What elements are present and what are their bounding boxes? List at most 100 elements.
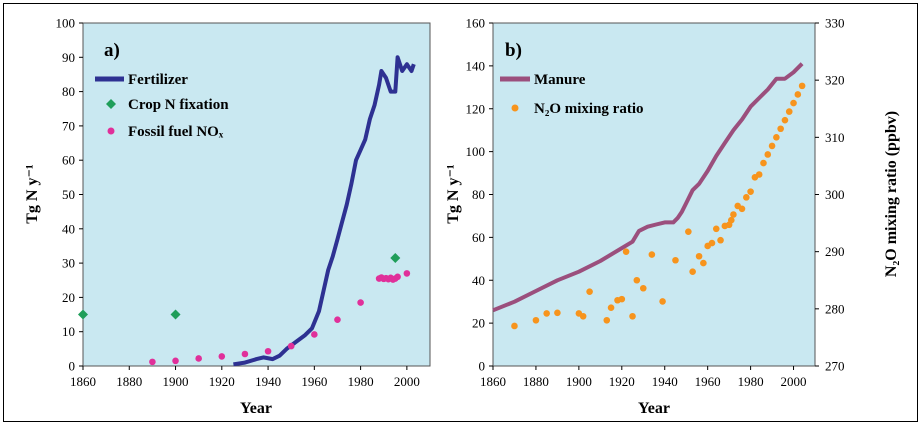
y2-tick-label: 280 bbox=[825, 301, 845, 316]
data-point-diamond bbox=[78, 309, 88, 320]
panel-b-legend: Manure N₂O mixing ratio bbox=[500, 72, 644, 117]
y-tick-label: 0 bbox=[479, 359, 486, 374]
data-point bbox=[689, 268, 696, 275]
data-point bbox=[311, 331, 318, 338]
data-point bbox=[629, 312, 636, 320]
data-point bbox=[607, 304, 615, 311]
panel-a-plot-area bbox=[82, 22, 431, 367]
x-tick-label: 2000 bbox=[781, 374, 807, 389]
data-point bbox=[554, 309, 561, 317]
data-point bbox=[264, 347, 272, 355]
data-point bbox=[781, 116, 789, 124]
data-point-diamond bbox=[390, 252, 401, 263]
legend-swatch-fossil-fuel bbox=[107, 127, 115, 135]
x-tick-label: 1920 bbox=[609, 374, 635, 389]
y-tick-label: 10 bbox=[62, 324, 75, 339]
y-tick-label: 100 bbox=[56, 16, 76, 31]
x-tick-label: 1900 bbox=[566, 374, 592, 389]
data-point bbox=[579, 312, 587, 320]
data-point bbox=[785, 108, 793, 115]
data-point bbox=[730, 211, 737, 218]
y-tick-label: 80 bbox=[472, 187, 485, 202]
y-tick-label: 20 bbox=[62, 290, 75, 305]
y2-tick-label: 320 bbox=[825, 73, 845, 88]
panel-a-marks bbox=[78, 55, 416, 367]
data-point bbox=[717, 236, 724, 244]
panel-b-y2-axis-title: N₂O mixing ratio (ppbv) bbox=[883, 111, 900, 277]
data-point bbox=[777, 125, 784, 133]
data-point bbox=[773, 134, 780, 141]
data-point bbox=[712, 225, 720, 233]
panel-a-x-axis-title: Year bbox=[240, 400, 272, 417]
y-tick-label: 40 bbox=[472, 273, 485, 288]
data-point bbox=[543, 310, 550, 317]
y-tick-label: 80 bbox=[62, 84, 75, 99]
x-tick-label: 1860 bbox=[480, 374, 506, 389]
y-tick-label: 90 bbox=[62, 50, 75, 65]
data-point bbox=[659, 298, 666, 305]
data-point bbox=[603, 316, 611, 324]
y-tick-label: 160 bbox=[466, 16, 486, 31]
y2-tick-label: 330 bbox=[825, 16, 845, 31]
x-tick-label: 1920 bbox=[209, 374, 235, 389]
data-point bbox=[747, 188, 754, 195]
x-tick-label: 1860 bbox=[70, 374, 96, 389]
x-tick-label: 1980 bbox=[348, 374, 374, 389]
data-point bbox=[738, 205, 746, 213]
data-point bbox=[357, 299, 364, 306]
data-point-diamond bbox=[170, 309, 181, 320]
y-tick-label: 140 bbox=[466, 58, 486, 73]
x-tick-label: 1880 bbox=[116, 374, 142, 389]
panel-b-marks bbox=[492, 62, 806, 330]
data-point bbox=[648, 251, 656, 258]
panel-b-label: b) bbox=[505, 40, 522, 61]
legend-swatch-n2o bbox=[511, 104, 519, 112]
y-tick-label: 30 bbox=[62, 256, 75, 271]
legend-label-n2o: N₂O mixing ratio bbox=[534, 101, 644, 117]
panel-b-x-axis-title: Year bbox=[638, 400, 670, 417]
data-point bbox=[618, 295, 626, 303]
x-tick-label: 1940 bbox=[255, 374, 281, 389]
y2-tick-label: 300 bbox=[825, 187, 845, 202]
data-point bbox=[149, 358, 156, 366]
y-tick-label: 70 bbox=[62, 118, 75, 133]
panel-b-y-ticks: 0 20 40 60 80 100 120 140 160 bbox=[466, 16, 493, 374]
x-tick-label: 1960 bbox=[301, 374, 327, 389]
data-point bbox=[241, 350, 249, 358]
data-point bbox=[755, 171, 763, 178]
data-point bbox=[764, 151, 772, 158]
data-point bbox=[768, 142, 776, 150]
x-tick-label: 1900 bbox=[163, 374, 189, 389]
panel-b-plot-area bbox=[492, 22, 816, 367]
x-tick-label: 1980 bbox=[738, 374, 764, 389]
data-point bbox=[700, 259, 707, 267]
y-tick-label: 120 bbox=[466, 101, 486, 116]
y-tick-label: 50 bbox=[62, 187, 75, 202]
data-point bbox=[639, 284, 647, 292]
panel-a-y-ticks: 0 10 20 30 40 50 60 70 80 90 100 bbox=[56, 16, 83, 374]
data-point bbox=[790, 99, 797, 107]
data-point bbox=[403, 270, 411, 277]
x-tick-label: 1940 bbox=[652, 374, 678, 389]
data-point bbox=[727, 216, 735, 224]
data-point bbox=[743, 194, 750, 201]
y-tick-label: 20 bbox=[472, 316, 485, 331]
data-point bbox=[794, 91, 802, 98]
y-tick-label: 60 bbox=[472, 230, 485, 245]
legend-swatch-crop-n-fixation bbox=[106, 99, 116, 109]
data-point bbox=[218, 353, 226, 360]
panel-b-x-ticks: 1860 1880 1900 1920 1940 1960 1980 2000 bbox=[480, 366, 807, 389]
legend-label-manure: Manure bbox=[534, 72, 586, 88]
data-point bbox=[172, 357, 179, 365]
data-point bbox=[532, 316, 540, 324]
x-tick-label: 1960 bbox=[695, 374, 721, 389]
data-point bbox=[685, 228, 692, 235]
y-tick-label: 0 bbox=[69, 359, 76, 374]
data-point bbox=[511, 322, 518, 330]
y2-tick-label: 310 bbox=[825, 130, 845, 145]
data-point bbox=[798, 82, 806, 90]
x-tick-label: 2000 bbox=[394, 374, 420, 389]
data-point bbox=[334, 316, 341, 323]
